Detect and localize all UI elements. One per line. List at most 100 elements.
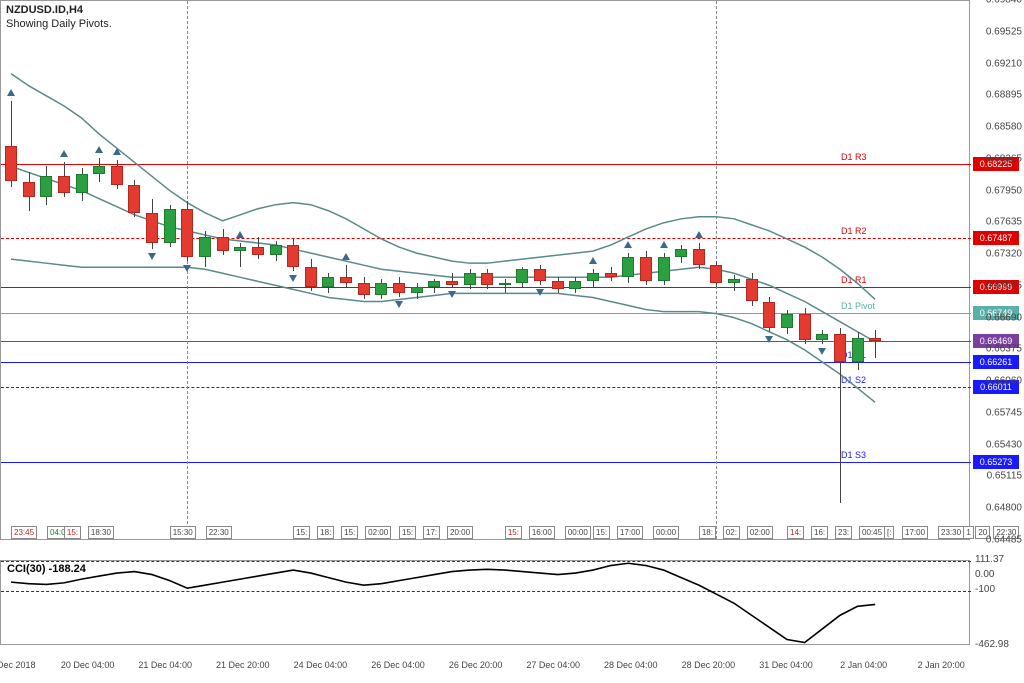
cci-y-tick: 111.37 — [975, 554, 1004, 565]
candle-body[interactable] — [111, 166, 123, 184]
candle-body[interactable] — [322, 277, 334, 287]
session-marker: 15: — [505, 526, 522, 539]
candle-body[interactable] — [287, 245, 299, 267]
candle-body[interactable] — [93, 166, 105, 174]
candle-body[interactable] — [658, 257, 670, 281]
candle-body[interactable] — [358, 283, 370, 295]
cci-panel[interactable]: CCI(30) -188.24 — [0, 560, 970, 645]
fractal-arrow-icon — [289, 275, 297, 282]
candle-body[interactable] — [428, 281, 440, 287]
fractal-arrow-icon — [660, 241, 668, 248]
candle-wick — [505, 279, 506, 293]
candle-body[interactable] — [164, 209, 176, 243]
candle-body[interactable] — [252, 247, 264, 255]
fractal-arrow-icon — [589, 257, 597, 264]
candle-body[interactable] — [852, 338, 864, 362]
candle-body[interactable] — [516, 269, 528, 283]
candle-body[interactable] — [234, 247, 246, 251]
candle-body[interactable] — [869, 338, 881, 341]
session-marker: 15: — [341, 526, 358, 539]
y-tick-label: 0.67950 — [986, 185, 1022, 196]
x-tick-label: 28 Dec 20:00 — [682, 660, 736, 670]
candle-body[interactable] — [763, 302, 775, 328]
fractal-arrow-icon — [765, 336, 773, 343]
candle-body[interactable] — [569, 281, 581, 289]
overlay-svg — [1, 1, 971, 541]
x-tick-label: 28 Dec 04:00 — [604, 660, 658, 670]
y-tick-label: 0.68580 — [986, 122, 1022, 133]
fractal-arrow-icon — [448, 291, 456, 298]
candle-body[interactable] — [781, 314, 793, 328]
candle-body[interactable] — [834, 334, 846, 362]
y-tick-label: 0.68265 — [986, 153, 1022, 164]
session-marker: 23:30 — [938, 526, 964, 539]
candle-body[interactable] — [799, 314, 811, 340]
candle-body[interactable] — [464, 273, 476, 285]
session-marker: 16: — [811, 526, 828, 539]
candle-body[interactable] — [270, 245, 282, 255]
session-marker: 23: — [835, 526, 852, 539]
candle-body[interactable] — [605, 273, 617, 277]
candle-body[interactable] — [305, 267, 317, 287]
y-tick-label: 0.69210 — [986, 58, 1022, 69]
candle-body[interactable] — [199, 237, 211, 257]
y-tick-label: 0.69525 — [986, 26, 1022, 37]
session-marker: 18: — [699, 526, 716, 539]
chart-title: NZDUSD.ID,H4 — [6, 4, 83, 16]
candle-body[interactable] — [128, 185, 140, 213]
fractal-arrow-icon — [95, 146, 103, 153]
session-marker: 15:30 — [170, 526, 196, 539]
candle-body[interactable] — [217, 237, 229, 251]
fractal-arrow-icon — [236, 231, 244, 238]
fractal-arrow-icon — [395, 301, 403, 308]
candle-body[interactable] — [181, 209, 193, 257]
session-marker: 18: — [317, 526, 334, 539]
candle-body[interactable] — [393, 283, 405, 293]
session-marker: 17:00 — [902, 526, 928, 539]
candle-body[interactable] — [534, 269, 546, 281]
candle-body[interactable] — [23, 182, 35, 197]
chart-subtitle: Showing Daily Pivots. — [6, 18, 112, 30]
candle-body[interactable] — [375, 283, 387, 295]
y-tick-label: 0.67635 — [986, 217, 1022, 228]
session-marker: 15: — [399, 526, 416, 539]
candle-body[interactable] — [146, 213, 158, 243]
fractal-arrow-icon — [536, 289, 544, 296]
candle-body[interactable] — [587, 273, 599, 281]
candle-body[interactable] — [76, 174, 88, 192]
candle-body[interactable] — [499, 283, 511, 285]
x-tick-label: 20 Dec 04:00 — [61, 660, 115, 670]
candle-body[interactable] — [5, 146, 17, 181]
candle-body[interactable] — [675, 249, 687, 257]
candle-body[interactable] — [58, 176, 70, 192]
fractal-arrow-icon — [183, 265, 191, 272]
candle-body[interactable] — [446, 281, 458, 285]
y-tick-label: 0.65745 — [986, 407, 1022, 418]
candle-body[interactable] — [411, 287, 423, 293]
candle-body[interactable] — [746, 279, 758, 301]
candle-body[interactable] — [340, 277, 352, 283]
session-marker: 00:00 — [653, 526, 679, 539]
candle-body[interactable] — [728, 279, 740, 283]
y-tick-label: 0.65430 — [986, 439, 1022, 450]
candle-body[interactable] — [622, 257, 634, 277]
session-marker: 15: — [293, 526, 310, 539]
x-tick-label: 31 Dec 04:00 — [759, 660, 813, 670]
candle-body[interactable] — [481, 273, 493, 285]
x-tick-label: 27 Dec 04:00 — [526, 660, 580, 670]
candle-body[interactable] — [816, 334, 828, 340]
session-marker: 15: — [593, 526, 610, 539]
candle-body[interactable] — [693, 249, 705, 265]
candle-body[interactable] — [40, 176, 52, 196]
session-marker: 16:00 — [529, 526, 555, 539]
main-chart-area[interactable]: D1 R30.68225D1 R20.67487D1 R10.66999D1 P… — [0, 0, 970, 540]
x-axis: 19 Dec 201820 Dec 04:0021 Dec 04:0021 De… — [0, 660, 970, 680]
candle-body[interactable] — [552, 281, 564, 289]
candle-body[interactable] — [640, 257, 652, 281]
session-marker: 15: — [64, 526, 81, 539]
session-marker: [: — [884, 526, 894, 539]
fractal-arrow-icon — [60, 150, 68, 157]
candle-body[interactable] — [710, 265, 722, 283]
y-tick-label: 0.68895 — [986, 90, 1022, 101]
cci-line — [1, 561, 971, 646]
